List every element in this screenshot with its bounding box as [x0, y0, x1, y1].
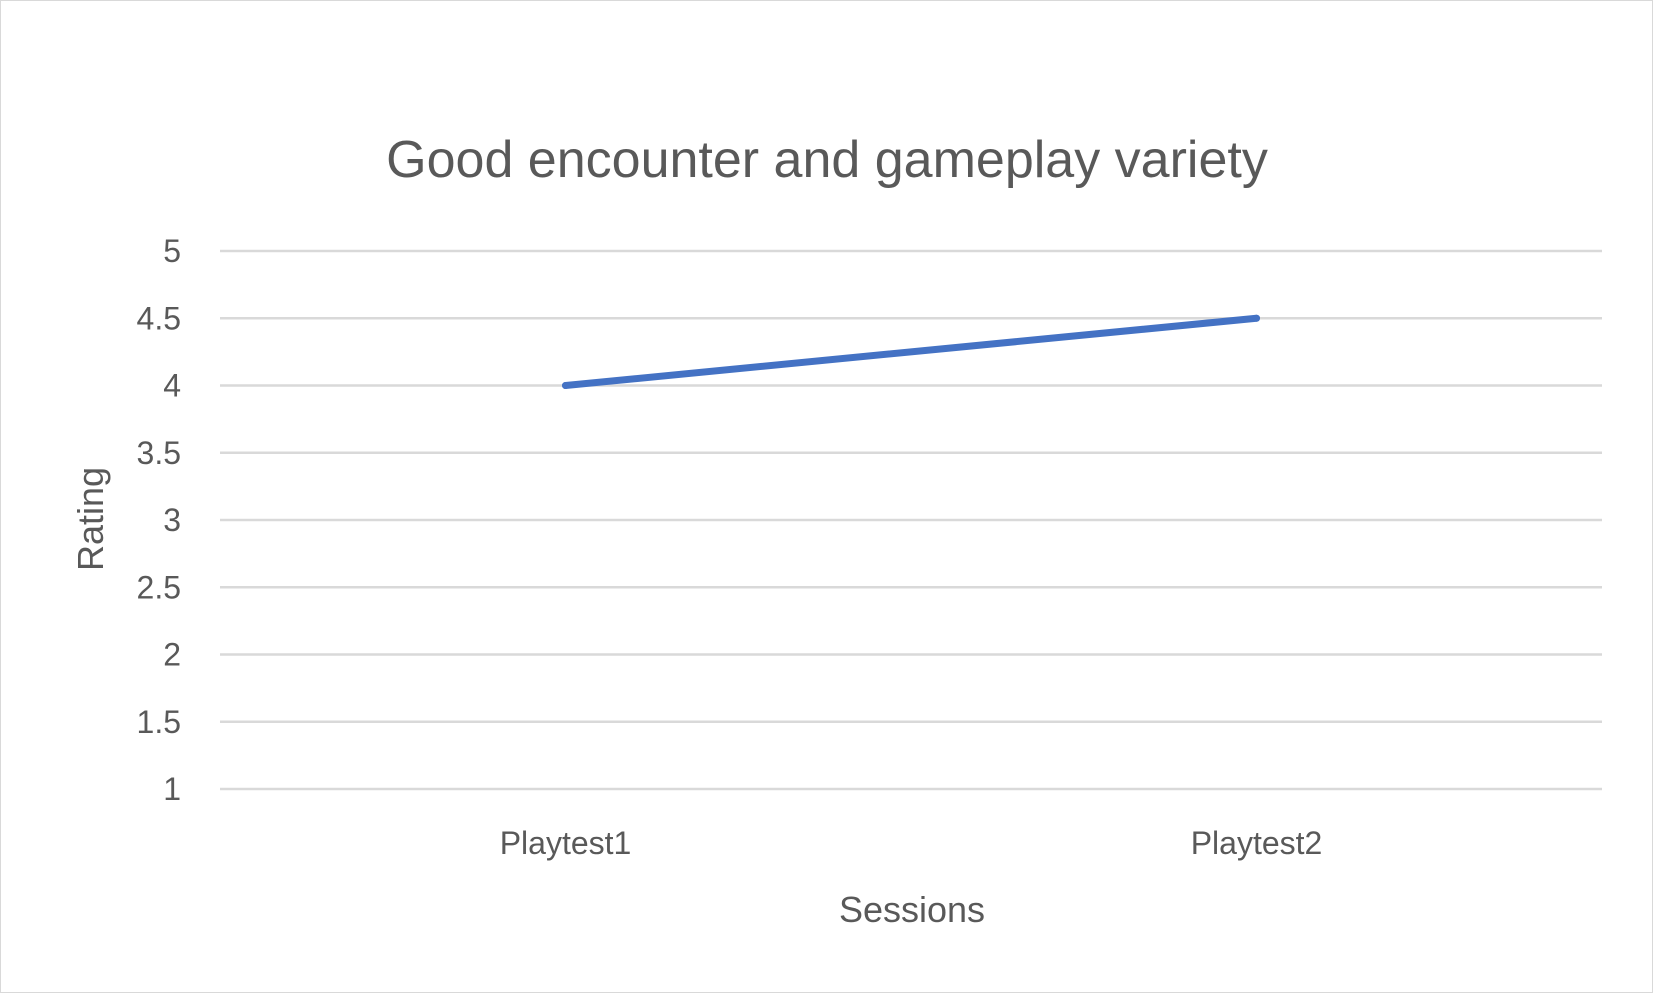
x-tick-label: Playtest2 — [1191, 825, 1323, 861]
y-axis-ticks: 1 1.5 2 2.5 3 3.5 4 4.5 5 — [137, 233, 181, 807]
x-tick-label: Playtest1 — [500, 825, 632, 861]
x-axis-title: Sessions — [839, 889, 985, 930]
y-tick-label: 1 — [163, 771, 181, 807]
y-tick-label: 2 — [163, 637, 181, 673]
data-point — [562, 382, 569, 389]
y-tick-label: 5 — [163, 233, 181, 269]
gridlines — [220, 249, 1602, 791]
y-tick-label: 4.5 — [137, 300, 181, 336]
y-tick-label: 3 — [163, 502, 181, 538]
y-tick-label: 1.5 — [137, 704, 181, 740]
y-tick-label: 3.5 — [137, 435, 181, 471]
y-tick-label: 4 — [163, 368, 181, 404]
y-axis-title: Rating — [70, 467, 111, 571]
data-point — [1253, 314, 1260, 322]
data-series — [562, 314, 1260, 389]
series-line — [562, 314, 1260, 389]
y-tick-label: 2.5 — [137, 569, 181, 605]
x-axis-ticks: Playtest1 Playtest2 — [500, 825, 1323, 861]
chart-title: Good encounter and gameplay variety — [386, 131, 1268, 189]
